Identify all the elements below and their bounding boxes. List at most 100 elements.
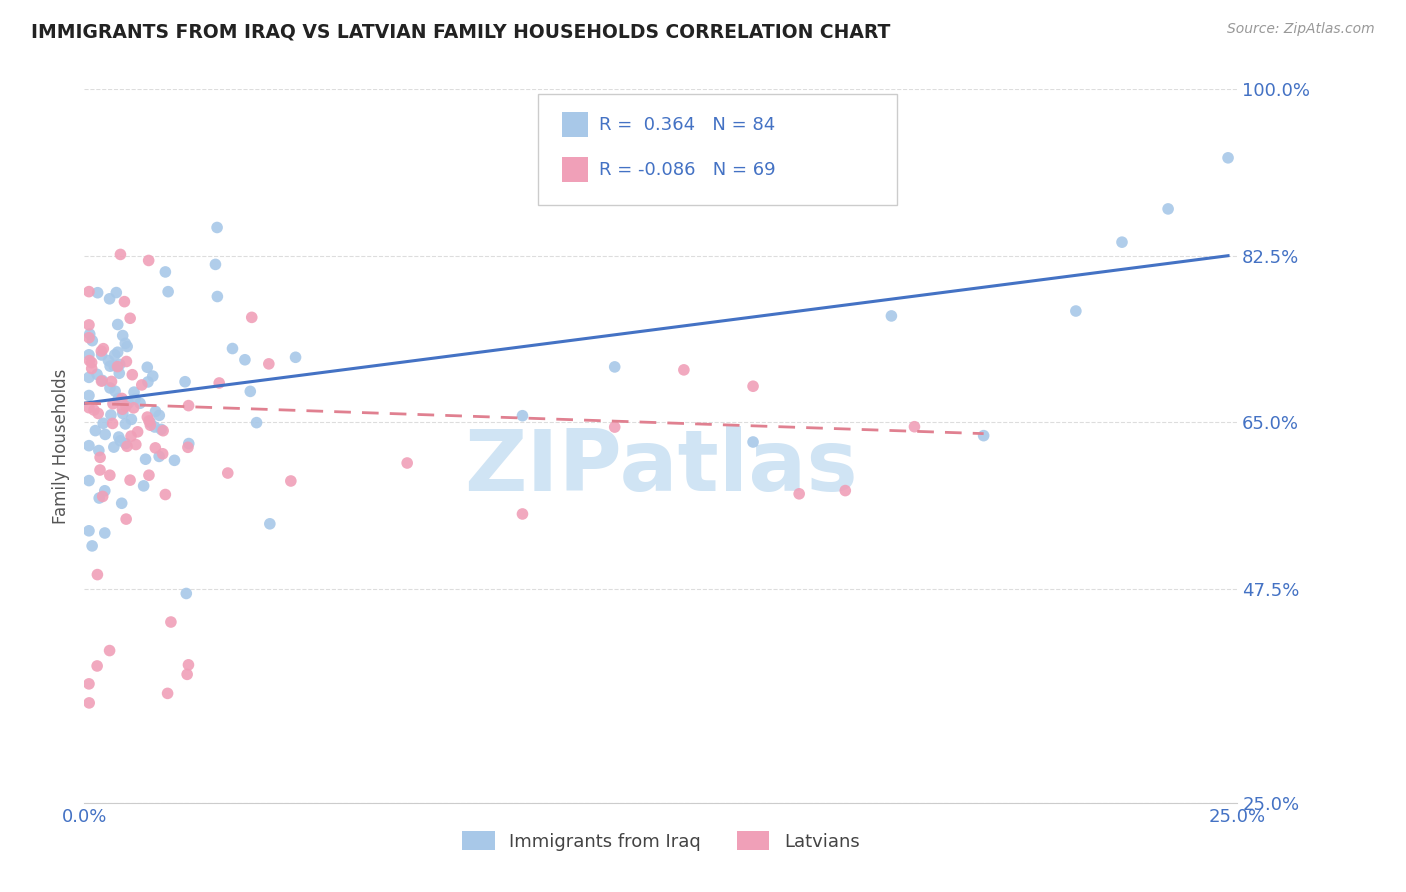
Text: IMMIGRANTS FROM IRAQ VS LATVIAN FAMILY HOUSEHOLDS CORRELATION CHART: IMMIGRANTS FROM IRAQ VS LATVIAN FAMILY H…: [31, 22, 890, 41]
Point: [110, 247, 132, 261]
Point: [98, 292, 121, 306]
Point: [205, 220, 228, 235]
Point: [136, 375, 159, 389]
Point: [100, 375, 122, 389]
Point: [138, 253, 160, 268]
Point: [77, 388, 100, 402]
Point: [139, 416, 162, 430]
Point: [100, 408, 122, 422]
Point: [742, 435, 765, 450]
Text: ZIPatlas: ZIPatlas: [464, 425, 858, 509]
Point: [114, 294, 136, 309]
Point: [512, 507, 534, 521]
Point: [107, 430, 129, 444]
Text: R = -0.086   N = 69: R = -0.086 N = 69: [599, 161, 776, 178]
Point: [1064, 304, 1087, 318]
Point: [105, 285, 128, 300]
Text: R =  0.364   N = 84: R = 0.364 N = 84: [599, 116, 775, 134]
Point: [86, 368, 108, 382]
Point: [157, 285, 180, 299]
Point: [79, 353, 101, 368]
Point: [136, 410, 159, 425]
Point: [77, 474, 100, 488]
Point: [77, 285, 100, 299]
Point: [512, 409, 534, 423]
Point: [77, 331, 100, 345]
Point: [280, 474, 302, 488]
Point: [104, 384, 127, 398]
Point: [120, 473, 142, 487]
Point: [89, 463, 111, 477]
Point: [115, 339, 138, 353]
Point: [1111, 235, 1133, 249]
Point: [87, 443, 110, 458]
Text: Source: ZipAtlas.com: Source: ZipAtlas.com: [1227, 22, 1375, 37]
Point: [90, 348, 112, 362]
Point: [108, 358, 131, 372]
Point: [94, 526, 117, 541]
Point: [77, 677, 100, 691]
Point: [108, 366, 131, 380]
Point: [77, 370, 100, 384]
Point: [114, 417, 136, 431]
Point: [86, 659, 108, 673]
Point: [101, 397, 124, 411]
Point: [145, 404, 167, 418]
Point: [217, 466, 239, 480]
Point: [107, 345, 129, 359]
Point: [259, 516, 281, 531]
Point: [129, 396, 152, 410]
Point: [1157, 202, 1180, 216]
Point: [207, 289, 229, 303]
Point: [82, 539, 104, 553]
Point: [94, 483, 117, 498]
Point: [127, 425, 149, 439]
Point: [89, 450, 111, 465]
Point: [103, 440, 125, 454]
Point: [115, 512, 138, 526]
Point: [87, 407, 110, 421]
Point: [107, 359, 129, 374]
Point: [239, 384, 262, 399]
Point: [208, 376, 231, 390]
Point: [91, 373, 114, 387]
Point: [114, 336, 136, 351]
Point: [111, 496, 134, 510]
Point: [115, 400, 138, 414]
Point: [603, 359, 626, 374]
Point: [122, 401, 145, 415]
Point: [82, 334, 104, 348]
Point: [177, 399, 200, 413]
Point: [84, 424, 107, 438]
Point: [114, 436, 136, 450]
Point: [98, 359, 121, 374]
Point: [104, 348, 127, 362]
Point: [787, 487, 810, 501]
Point: [152, 447, 174, 461]
Point: [97, 353, 120, 368]
Point: [77, 401, 100, 415]
Point: [143, 441, 166, 455]
Point: [77, 696, 100, 710]
Point: [880, 309, 903, 323]
Point: [177, 436, 200, 450]
Point: [973, 428, 995, 442]
Point: [138, 468, 160, 483]
Point: [603, 420, 626, 434]
Point: [142, 369, 165, 384]
Point: [80, 361, 103, 376]
Point: [89, 491, 111, 505]
Point: [103, 359, 125, 373]
Point: [115, 354, 138, 368]
Point: [257, 357, 280, 371]
Point: [135, 452, 157, 467]
Point: [107, 392, 129, 406]
Point: [174, 375, 197, 389]
Point: [98, 643, 121, 657]
Point: [90, 344, 112, 359]
Point: [91, 342, 114, 356]
Point: [86, 285, 108, 300]
Point: [120, 429, 142, 443]
Point: [111, 328, 134, 343]
Point: [148, 450, 170, 464]
